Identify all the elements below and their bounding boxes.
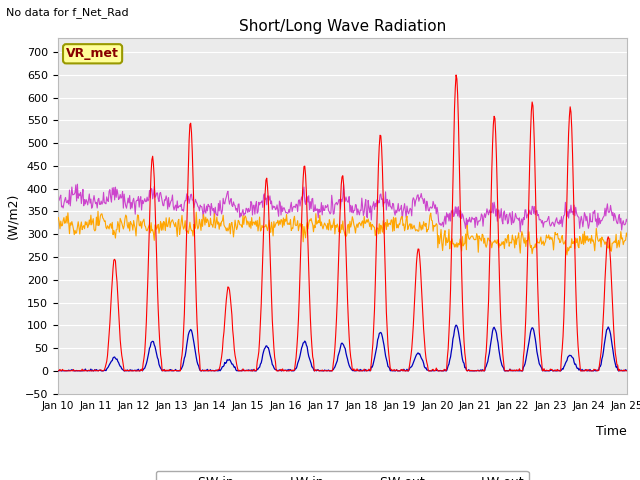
Text: No data for f_Net_Rad: No data for f_Net_Rad [6, 7, 129, 18]
Text: Time: Time [596, 425, 627, 438]
Y-axis label: (W/m2): (W/m2) [6, 193, 19, 239]
Title: Short/Long Wave Radiation: Short/Long Wave Radiation [239, 20, 446, 35]
Legend: SW in, LW in, SW out, LW out: SW in, LW in, SW out, LW out [156, 471, 529, 480]
Text: VR_met: VR_met [66, 47, 119, 60]
